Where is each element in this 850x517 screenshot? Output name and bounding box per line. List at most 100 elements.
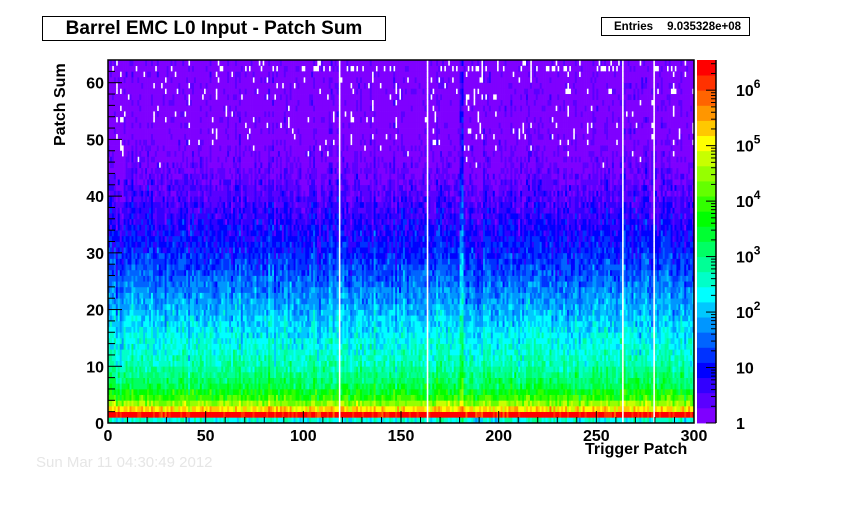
heatmap-cell — [145, 88, 148, 95]
heatmap-cell — [180, 349, 183, 356]
heatmap-cell — [209, 286, 212, 293]
heatmap-cell — [154, 405, 158, 412]
heatmap-cell — [119, 77, 123, 84]
heatmap-cell — [143, 128, 146, 135]
heatmap-cell — [158, 354, 162, 361]
heatmap-cell — [149, 235, 152, 242]
heatmap-cell — [227, 394, 230, 401]
heatmap-cell — [233, 354, 236, 361]
heatmap-cell — [137, 281, 140, 288]
heatmap-cell — [141, 190, 144, 197]
heatmap-cell — [123, 366, 126, 373]
heatmap-cell — [113, 269, 117, 276]
heatmap-cell — [108, 343, 111, 350]
heatmap-cell — [129, 116, 132, 123]
heatmap-cell — [238, 128, 242, 135]
heatmap-cell — [113, 150, 117, 157]
heatmap-cell — [221, 269, 224, 276]
heatmap-cell — [147, 292, 150, 299]
heatmap-cell — [115, 128, 119, 135]
heatmap-cell — [166, 320, 169, 327]
heatmap-cell — [123, 224, 126, 231]
heatmap-cell — [174, 88, 177, 95]
heatmap-cell — [238, 213, 242, 220]
heatmap-cell — [238, 122, 242, 129]
heatmap-cell — [186, 320, 189, 327]
heatmap-cell — [170, 247, 173, 254]
heatmap-cell — [111, 400, 115, 407]
heatmap-cell — [131, 94, 134, 101]
heatmap-cell — [238, 71, 242, 78]
heatmap-cell — [191, 184, 195, 191]
heatmap-cell — [221, 196, 224, 203]
heatmap-cell — [191, 162, 195, 169]
heatmap-cell — [180, 150, 183, 157]
heatmap-cell — [160, 184, 164, 191]
heatmap-cell — [244, 201, 248, 208]
heatmap-cell — [233, 82, 236, 89]
heatmap-cell — [186, 349, 189, 356]
heatmap-cell — [244, 235, 248, 242]
heatmap-cell — [117, 247, 121, 254]
heatmap-cell — [174, 60, 177, 67]
heatmap-cell — [135, 320, 138, 327]
heatmap-cell — [145, 405, 148, 412]
heatmap-cell — [250, 77, 253, 84]
heatmap-cell — [113, 71, 117, 78]
heatmap-cell — [209, 394, 212, 401]
heatmap-cell — [113, 281, 117, 288]
heatmap-cell — [256, 241, 259, 248]
heatmap-cell — [162, 82, 165, 89]
heatmap-cell — [156, 139, 160, 146]
heatmap-cell — [108, 286, 111, 293]
heatmap-cell — [197, 218, 201, 225]
heatmap-cell — [238, 354, 242, 361]
heatmap-cell — [154, 207, 158, 214]
heatmap-cell — [162, 315, 165, 322]
heatmap-cell — [209, 207, 212, 214]
heatmap-cell — [197, 122, 201, 129]
heatmap-cell — [164, 326, 167, 333]
heatmap-cell — [123, 190, 126, 197]
heatmap-cell — [113, 156, 117, 163]
heatmap-cell — [168, 201, 171, 208]
heatmap-cell — [150, 315, 154, 322]
heatmap-cell — [109, 388, 113, 395]
heatmap-cell — [143, 88, 146, 95]
heatmap-cell — [145, 417, 148, 424]
heatmap-cell — [141, 162, 144, 169]
heatmap-cell — [160, 196, 164, 203]
heatmap-cell — [125, 224, 128, 231]
heatmap-cell — [168, 88, 171, 95]
heatmap-cell — [108, 224, 111, 231]
heatmap-cell — [125, 286, 128, 293]
heatmap-cell — [145, 184, 148, 191]
heatmap-cell — [123, 360, 126, 367]
heatmap-cell — [244, 184, 248, 191]
heatmap-cell — [156, 252, 160, 259]
heatmap-cell — [221, 405, 224, 412]
heatmap-cell — [137, 241, 140, 248]
heatmap-cell — [244, 99, 248, 106]
heatmap-cell — [150, 332, 154, 339]
heatmap-cell — [115, 366, 119, 373]
heatmap-cell — [197, 235, 201, 242]
heatmap-cell — [109, 400, 113, 407]
heatmap-cell — [154, 417, 158, 424]
heatmap-cell — [238, 241, 242, 248]
heatmap-cell — [139, 190, 142, 197]
heatmap-cell — [135, 241, 138, 248]
heatmap-cell — [109, 65, 113, 72]
heatmap-cell — [125, 405, 128, 412]
heatmap-cell — [174, 326, 177, 333]
heatmap-cell — [133, 173, 136, 180]
heatmap-cell — [141, 354, 144, 361]
heatmap-cell — [221, 156, 224, 163]
heatmap-cell — [166, 145, 169, 152]
heatmap-cell — [244, 218, 248, 225]
heatmap-cell — [215, 201, 218, 208]
heatmap-cell — [117, 60, 121, 67]
heatmap-cell — [149, 94, 152, 101]
heatmap-cell — [244, 230, 248, 237]
heatmap-cell — [250, 71, 253, 78]
